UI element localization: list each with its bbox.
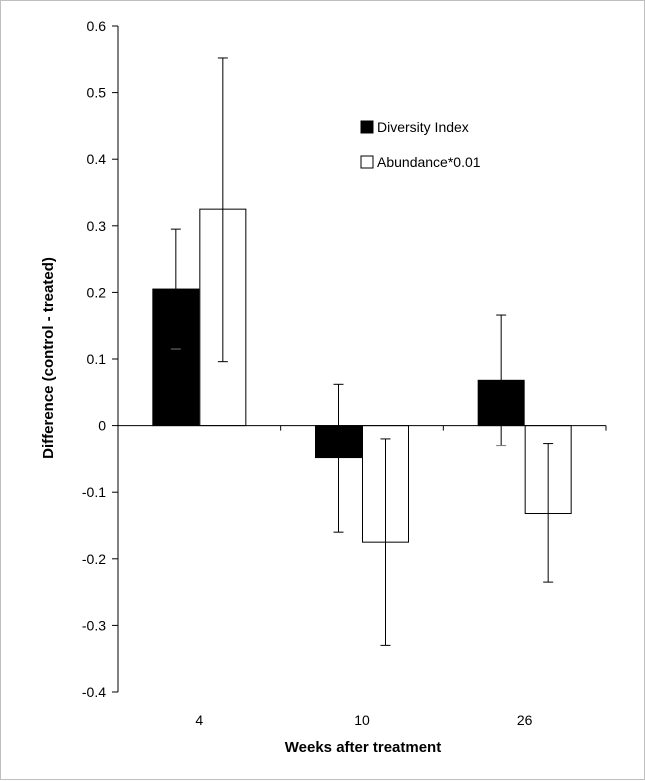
legend-label-diversity-index: Diversity Index [377, 119, 469, 135]
legend: Diversity Index Abundance*0.01 [360, 119, 481, 170]
legend-label-abundance: Abundance*0.01 [377, 154, 481, 170]
y-tick-label: 0.4 [87, 151, 107, 167]
axes [117, 26, 607, 692]
x-tick-label: 10 [354, 712, 370, 728]
y-tick-label: 0.2 [87, 284, 107, 300]
y-tick-label: 0.5 [87, 85, 107, 101]
y-tick-label: -0.1 [82, 484, 106, 500]
y-tick-label: 0 [98, 418, 106, 434]
y-tick-label: 0.6 [87, 18, 107, 34]
x-tick-label: 4 [195, 712, 203, 728]
y-tick-label: -0.2 [82, 551, 106, 567]
x-tick-label: 26 [517, 712, 533, 728]
x-axis-tick-labels: 4 10 26 [195, 712, 532, 728]
y-axis-title: Difference (control - treated) [40, 257, 57, 459]
legend-swatch-diversity-index [360, 120, 374, 134]
y-tick-label: -0.4 [82, 684, 106, 700]
y-tick-label: -0.3 [82, 617, 106, 633]
x-axis-title: Weeks after treatment [285, 739, 441, 756]
error-bars [170, 57, 554, 646]
y-tick-label: 0.3 [87, 218, 107, 234]
y-axis-ticks: 0.6 0.5 0.4 0.3 0.2 0.1 0 -0.1 -0.2 -0.3 -0.4 [82, 18, 118, 700]
bars [152, 208, 572, 543]
legend-swatch-abundance [360, 155, 374, 169]
y-tick-label: 0.1 [87, 351, 107, 367]
